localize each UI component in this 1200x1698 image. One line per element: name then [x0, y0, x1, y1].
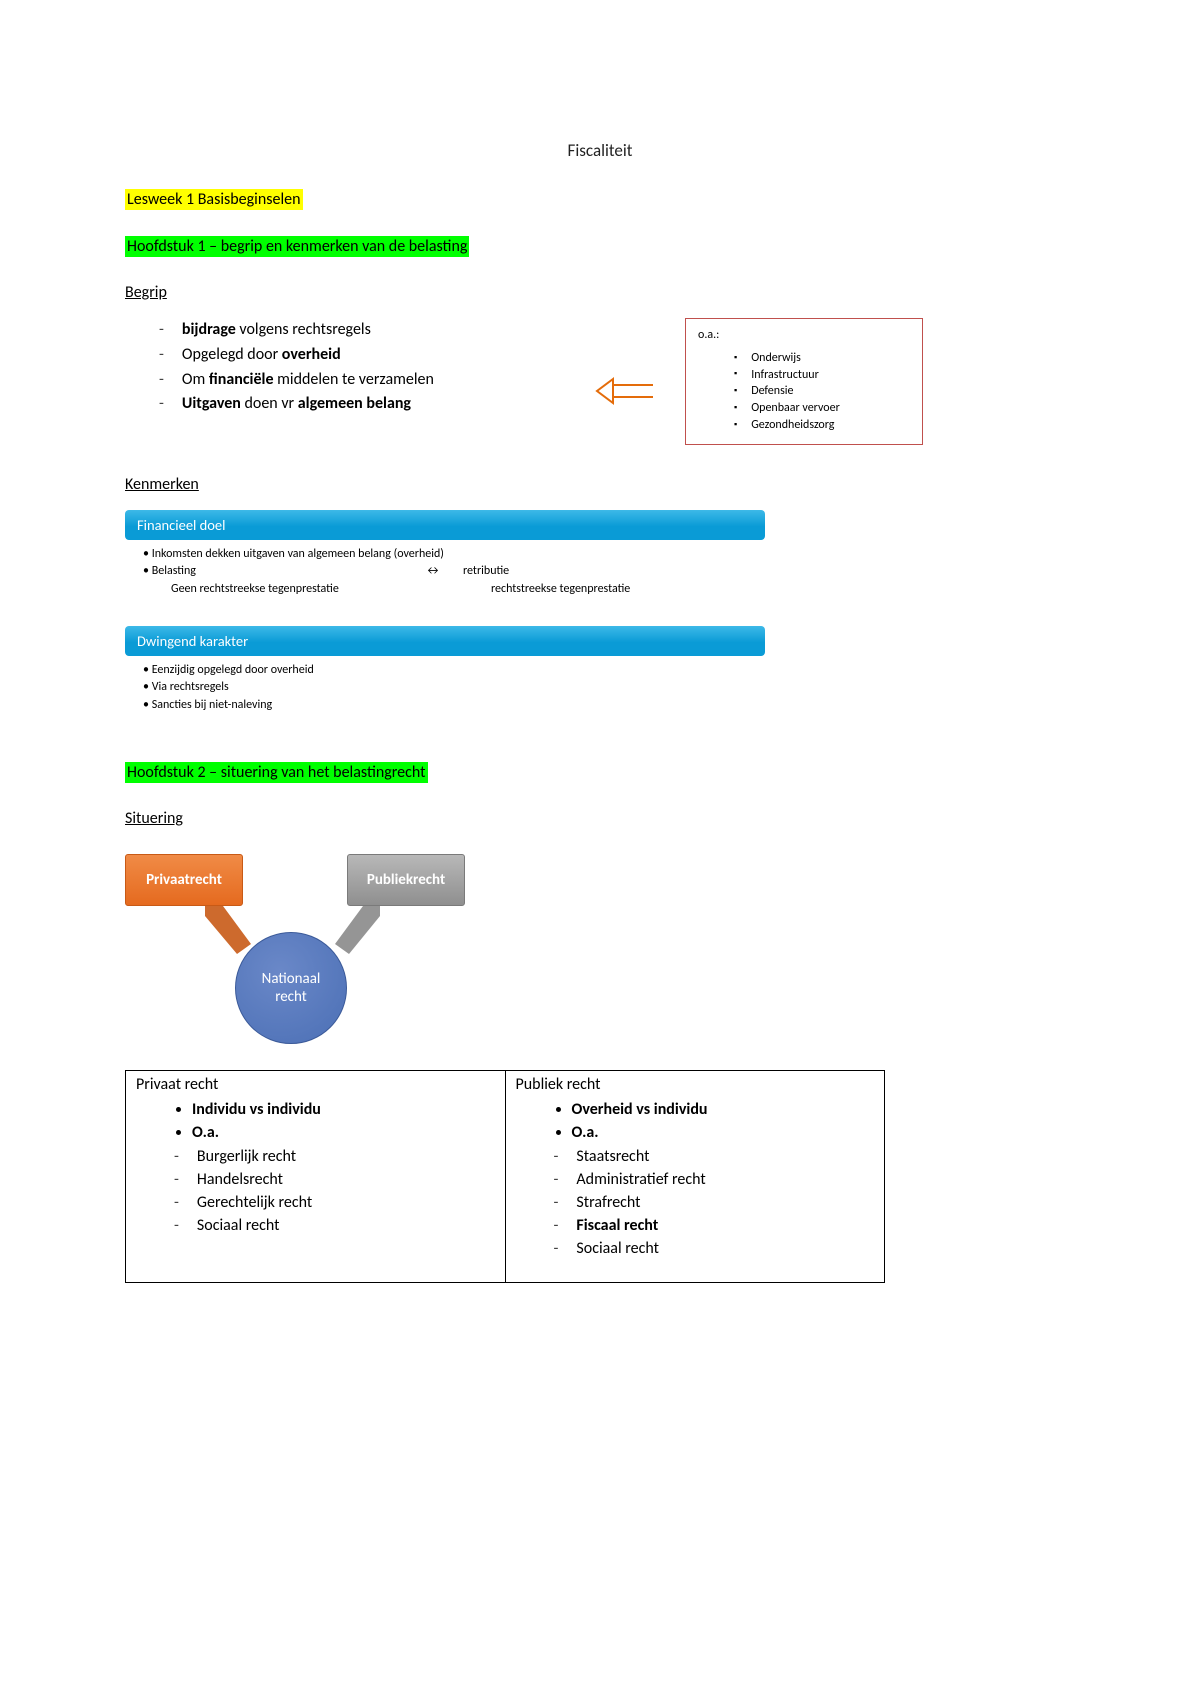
panel2-item: Via rechtsregels: [143, 679, 747, 696]
panel1-title: Financieel doel: [125, 510, 765, 540]
table-right-sub: Sociaal recht: [576, 1237, 659, 1260]
begrip-text-0: volgens rechtsregels: [236, 320, 371, 339]
begrip-text-2a: Om: [182, 370, 209, 389]
panel-financieel: Financieel doel Inkomsten dekken uitgave…: [125, 510, 765, 602]
table-left-sub: Handelsrecht: [197, 1168, 283, 1191]
table-right-fiscaal: Fiscaal recht: [576, 1214, 658, 1237]
panel1-mid: ↔: [403, 563, 463, 580]
diagram-nationaal: Nationaal recht: [235, 932, 347, 1044]
table-right-sub: Staatsrecht: [576, 1145, 649, 1168]
begrip-bold-3a: Uitgaven: [182, 394, 241, 413]
begrip-list: -bijdrage volgens rechtsregels -Opgelegd…: [125, 318, 565, 417]
document-page: Fiscaliteit Lesweek 1 Basisbeginselen Ho…: [0, 0, 1200, 1383]
table-left-head: Privaat recht: [136, 1075, 495, 1094]
lesweek-heading: Lesweek 1 Basisbeginselen: [125, 189, 303, 210]
table-col-left: Privaat recht Individu vs individu O.a. …: [126, 1071, 505, 1282]
panel2-title: Dwingend karakter: [125, 626, 765, 656]
diagram-nat-l1: Nationaal: [262, 970, 321, 988]
panel2-item: Sancties bij niet-naleving: [143, 697, 747, 714]
table-left-sub: Burgerlijk recht: [197, 1145, 296, 1168]
oa-item: Defensie: [734, 383, 912, 400]
panel1-sub-left: Geen rechtstreekse tegenprestatie: [171, 581, 431, 598]
arrow-icon: [595, 371, 655, 411]
begrip-bold-1: overheid: [282, 345, 341, 364]
kenmerken-heading: Kenmerken: [125, 475, 1075, 494]
table-left-b2: O.a.: [192, 1123, 219, 1142]
oa-item: Infrastructuur: [734, 367, 912, 384]
diagram-publiekrecht: Publiekrecht: [347, 854, 465, 906]
page-title: Fiscaliteit: [125, 140, 1075, 161]
table-left-b1: Individu vs individu: [192, 1100, 321, 1119]
table-right-b2: O.a.: [572, 1123, 599, 1142]
table-left-sub: Gerechtelijk recht: [197, 1191, 312, 1214]
table-right-sub: Strafrecht: [576, 1191, 640, 1214]
panel-dwingend: Dwingend karakter Eenzijdig opgelegd doo…: [125, 626, 765, 718]
table-left-sub: Sociaal recht: [197, 1214, 280, 1237]
begrip-bold-0: bijdrage: [182, 320, 236, 339]
oa-item: Gezondheidszorg: [734, 417, 912, 434]
table-right-head: Publiek recht: [516, 1075, 875, 1094]
begrip-heading: Begrip: [125, 283, 1075, 302]
hoofdstuk2-heading: Hoofdstuk 2 – situering van het belastin…: [125, 762, 428, 783]
begrip-text-2c: middelen te verzamelen: [274, 370, 434, 389]
begrip-bold-2: financiële: [209, 370, 274, 389]
oa-callout: o.a.: Onderwijs Infrastructuur Defensie …: [685, 318, 923, 445]
situ-heading: Situering: [125, 809, 1075, 828]
panel2-item: Eenzijdig opgelegd door overheid: [143, 662, 747, 679]
diagram-privaatrecht: Privaatrecht: [125, 854, 243, 906]
oa-label: o.a.:: [698, 327, 912, 344]
table-right-b1: Overheid vs individu: [572, 1100, 708, 1119]
panel1-retrib: retributie: [463, 563, 747, 580]
oa-item: Onderwijs: [734, 350, 912, 367]
table-col-right: Publiek recht Overheid vs individu O.a. …: [505, 1071, 885, 1282]
oa-item: Openbaar vervoer: [734, 400, 912, 417]
begrip-row: -bijdrage volgens rechtsregels -Opgelegd…: [125, 318, 1075, 445]
diagram-nat-l2: recht: [275, 988, 307, 1006]
situ-diagram: Privaatrecht Publiekrecht Nationaal rech…: [125, 844, 465, 1044]
begrip-text-1a: Opgelegd door: [182, 345, 282, 364]
panel1-belasting: Belasting: [143, 563, 403, 580]
table-right-sub: Administratief recht: [576, 1168, 705, 1191]
begrip-bold-3c: algemeen belang: [298, 394, 411, 413]
recht-table: Privaat recht Individu vs individu O.a. …: [125, 1070, 885, 1283]
panel1-line1: Inkomsten dekken uitgaven van algemeen b…: [143, 546, 747, 563]
begrip-text-3b: doen vr: [241, 394, 298, 413]
hoofdstuk1-heading: Hoofdstuk 1 – begrip en kenmerken van de…: [125, 236, 469, 257]
panel1-sub-right: rechtstreekse tegenprestatie: [491, 581, 747, 598]
